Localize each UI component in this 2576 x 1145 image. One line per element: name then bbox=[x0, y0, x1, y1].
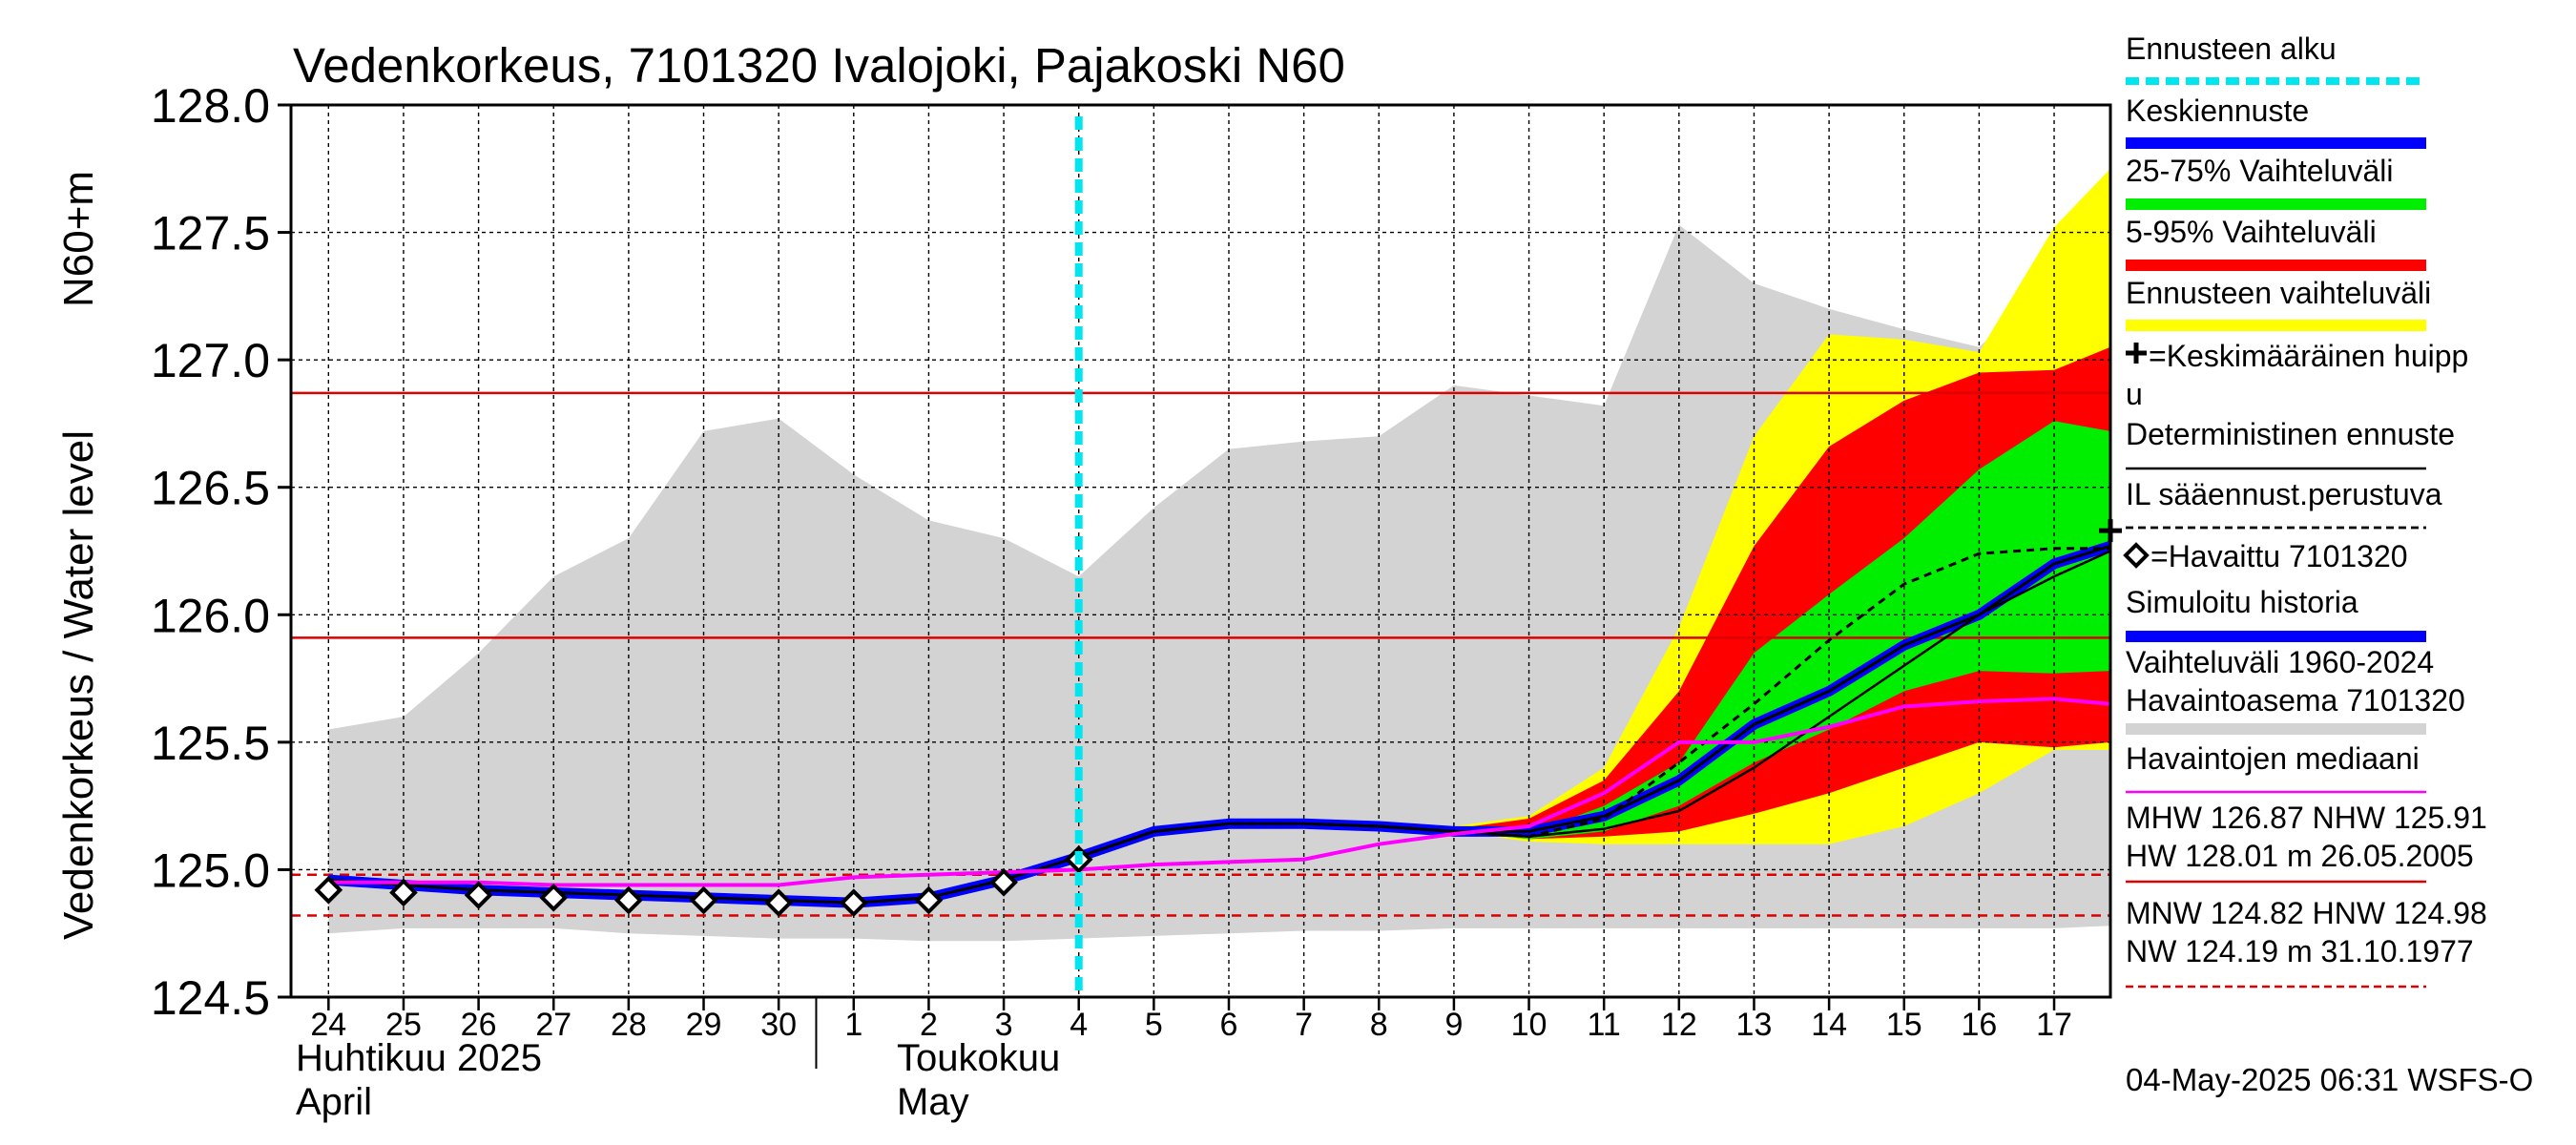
observation-marker bbox=[389, 878, 418, 907]
x-tick-label: 10 bbox=[1511, 1007, 1548, 1043]
month-label-may-en: May bbox=[897, 1081, 969, 1123]
x-tick-label: 16 bbox=[1961, 1007, 1997, 1043]
legend-label: MHW 126.87 NHW 125.91 bbox=[2126, 801, 2487, 835]
x-tick-label: 30 bbox=[760, 1007, 797, 1043]
legend-label: Simuloitu historia bbox=[2126, 585, 2358, 619]
x-tick-label: 15 bbox=[1886, 1007, 1922, 1043]
observation-marker bbox=[914, 885, 944, 915]
x-tick-label: 3 bbox=[995, 1007, 1013, 1043]
legend-item-8: =Havaittu 7101320 bbox=[2123, 539, 2408, 573]
legend-label: Havaintojen mediaani bbox=[2126, 741, 2420, 776]
observation-marker bbox=[764, 888, 793, 917]
x-tick-label: 8 bbox=[1370, 1007, 1388, 1043]
legend-item-10: Vaihteluväli 1960-2024 Havaintoasema 710… bbox=[2126, 645, 2465, 735]
y-tick-label: 127.0 bbox=[151, 334, 270, 387]
legend-item-2: 25-75% Vaihteluväli bbox=[2126, 154, 2426, 210]
y-tick-label: 127.5 bbox=[151, 207, 270, 260]
legend-item-12: MHW 126.87 NHW 125.91 HW 128.01 m 26.05.2… bbox=[2126, 801, 2487, 884]
legend-label: 5-95% Vaihteluväli bbox=[2126, 215, 2377, 249]
legend-item-7: IL sääennust.perustuva bbox=[2126, 477, 2442, 530]
month-label-april-fi: Huhtikuu 2025 bbox=[296, 1037, 542, 1079]
observation-marker bbox=[314, 875, 343, 905]
y-axis-unit-label: N60+m bbox=[55, 171, 102, 307]
y-tick-label: 124.5 bbox=[151, 971, 270, 1025]
y-tick-label: 125.0 bbox=[151, 843, 270, 897]
p25-75-band bbox=[1078, 421, 2110, 858]
x-tick-label: 28 bbox=[611, 1007, 647, 1043]
series-havaintojen-mediaani bbox=[328, 697, 2110, 887]
x-tick-label: 29 bbox=[686, 1007, 722, 1043]
legend-label-2: HW 128.01 m 26.05.2005 bbox=[2126, 839, 2474, 873]
plot-frame bbox=[289, 103, 2112, 999]
x-tick-label: 17 bbox=[2036, 1007, 2072, 1043]
y-tick-label: 128.0 bbox=[151, 79, 270, 133]
legend-label: Vaihteluväli 1960-2024 bbox=[2126, 645, 2434, 679]
x-tick-label: 14 bbox=[1811, 1007, 1847, 1043]
legend-label-2: Havaintoasema 7101320 bbox=[2126, 683, 2465, 718]
legend-item-0: Ennusteen alku bbox=[2126, 31, 2426, 85]
legend-label: Deterministinen ennuste bbox=[2126, 417, 2455, 451]
x-tick-label: 25 bbox=[385, 1007, 422, 1043]
observation-marker bbox=[614, 885, 643, 915]
x-tick-label: 27 bbox=[535, 1007, 571, 1043]
x-tick-label: 26 bbox=[461, 1007, 497, 1043]
x-tick-label: 24 bbox=[310, 1007, 346, 1043]
series-il-s-ennust-perustuva bbox=[1078, 547, 2110, 859]
footer-timestamp: 04-May-2025 06:31 WSFS-O bbox=[2126, 1062, 2533, 1097]
legend-item-11: Havaintojen mediaani bbox=[2126, 741, 2426, 794]
x-tick-label: 2 bbox=[920, 1007, 938, 1043]
legend-item-3: 5-95% Vaihteluväli bbox=[2126, 215, 2426, 271]
observation-marker bbox=[464, 881, 493, 909]
legend-label: Ennusteen vaihteluväli bbox=[2126, 276, 2431, 310]
legend: Ennusteen alku Keskiennuste 25-75% Vaihtel… bbox=[2123, 31, 2487, 989]
x-tick-label: 11 bbox=[1588, 1007, 1621, 1043]
legend-item-9: Simuloitu historia bbox=[2126, 585, 2426, 642]
x-tick-label: 6 bbox=[1220, 1007, 1238, 1043]
y-axis-label: Vedenkorkeus / Water level bbox=[55, 430, 102, 940]
x-tick-label: 4 bbox=[1070, 1007, 1088, 1043]
y-tick-label: 126.0 bbox=[151, 589, 270, 642]
legend-label: MNW 124.82 HNW 124.98 bbox=[2126, 896, 2487, 930]
observation-marker bbox=[539, 883, 569, 912]
x-tick-label: 12 bbox=[1661, 1007, 1697, 1043]
observation-marker bbox=[689, 885, 718, 915]
legend-label: =Keskimääräinen huipp bbox=[2149, 339, 2468, 373]
x-tick-label: 1 bbox=[844, 1007, 862, 1043]
legend-item-1: Keskiennuste bbox=[2126, 94, 2426, 149]
legend-label: IL sääennust.perustuva bbox=[2126, 477, 2442, 511]
y-tick-label: 126.5 bbox=[151, 462, 270, 515]
observation-marker bbox=[839, 888, 868, 917]
month-label-april-en: April bbox=[296, 1081, 372, 1123]
legend-item-13: MNW 124.82 HNW 124.98 NW 124.19 m 31.10.1… bbox=[2126, 896, 2487, 989]
chart-title: Vedenkorkeus, 7101320 Ivalojoki, Pajakos… bbox=[293, 38, 1345, 93]
x-tick-label: 9 bbox=[1444, 1007, 1463, 1043]
y-tick-label: 125.5 bbox=[151, 717, 270, 770]
legend-label: Keskiennuste bbox=[2126, 94, 2309, 128]
legend-label: 25-75% Vaihteluväli bbox=[2126, 154, 2393, 188]
month-label-may-fi: Toukokuu bbox=[897, 1037, 1060, 1079]
x-tick-label: 5 bbox=[1145, 1007, 1163, 1043]
x-tick-label: 13 bbox=[1736, 1007, 1773, 1043]
legend-label: =Havaittu 7101320 bbox=[2150, 539, 2408, 573]
observation-marker bbox=[989, 867, 1018, 897]
legend-label-2: NW 124.19 m 31.10.1977 bbox=[2126, 934, 2474, 968]
plot-area bbox=[291, 105, 2110, 997]
x-tick-label: 7 bbox=[1295, 1007, 1313, 1043]
legend-item-4: Ennusteen vaihteluväli bbox=[2126, 276, 2431, 331]
legend-diamond-icon bbox=[2123, 542, 2150, 569]
legend-label-2: u bbox=[2126, 377, 2143, 411]
legend-item-6: Deterministinen ennuste bbox=[2126, 417, 2455, 470]
legend-label: Ennusteen alku bbox=[2126, 31, 2337, 66]
p5-95-band bbox=[1078, 346, 2110, 858]
